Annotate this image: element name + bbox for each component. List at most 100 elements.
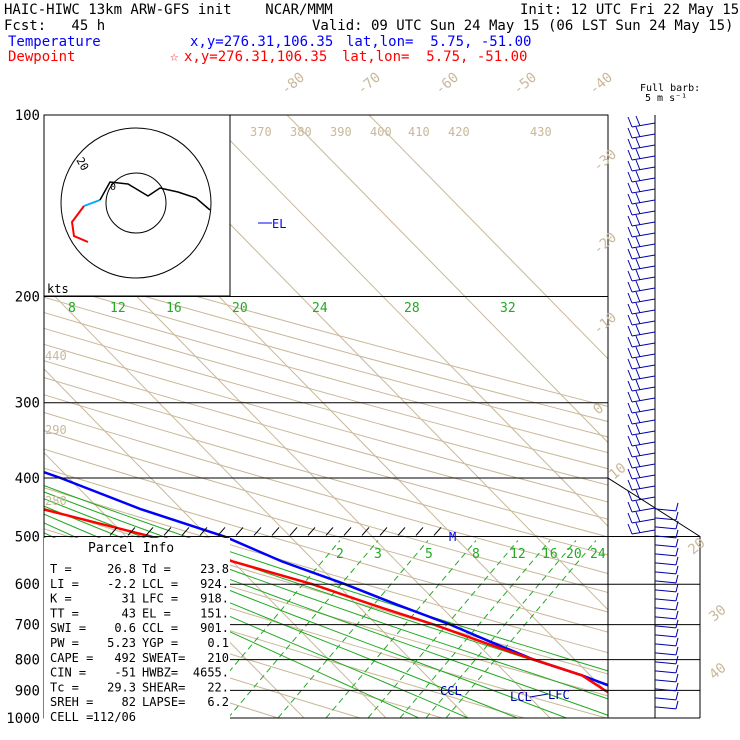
mixing-ratio-line: [445, 540, 597, 718]
plot-frame: [43, 114, 609, 719]
dry-adiabat-line: [44, 312, 608, 470]
wind-barb: [635, 478, 641, 490]
dry-adiabat-line: [44, 343, 608, 503]
wind-barb: [675, 565, 679, 575]
wind-barb: [631, 221, 656, 227]
pressure-label: 400: [15, 471, 40, 487]
parcel-value: 22.: [207, 680, 229, 694]
parcel-label: YGP =: [142, 636, 178, 650]
wind-barb: [631, 342, 656, 348]
wind-barb: [627, 457, 633, 469]
temperature-tick-label: 40: [706, 660, 729, 683]
wind-barb: [635, 456, 641, 468]
parcel-value: 151.: [200, 606, 229, 620]
wind-barb: [635, 346, 641, 358]
legend-dewpoint-star-icon: ☆: [170, 49, 179, 65]
wind-barb: [631, 254, 656, 260]
hatch-mark: [343, 527, 352, 536]
parcel-label: SHEAR=: [142, 680, 185, 694]
wind-barb: [627, 171, 633, 183]
parcel-value: 924.: [200, 577, 229, 591]
parcel-value: 29.3: [107, 680, 136, 694]
hodograph-ring-outer: [60, 127, 212, 279]
parcel-label: CELL =: [50, 710, 93, 724]
wind-barb: [631, 287, 656, 293]
theta-label: 380: [290, 125, 312, 139]
wind-barb: [631, 298, 656, 304]
wind-barb: [675, 673, 679, 683]
pressure-label: 500: [15, 529, 40, 545]
wind-barb: [631, 210, 656, 216]
wind-barb: [631, 485, 656, 491]
wind-barb: [627, 523, 633, 535]
wind-barb: [675, 664, 679, 674]
wind-barb: [627, 259, 633, 271]
wind-barb: [627, 138, 633, 150]
dry-adiabat-line: [44, 467, 608, 633]
wind-barb: [635, 159, 641, 171]
wind-barb: [675, 547, 679, 557]
dry-adiabat-line: [44, 411, 608, 575]
wind-barb: [631, 122, 656, 128]
isotherm-line: [44, 284, 469, 718]
hatch-mark: [127, 527, 136, 536]
parcel-label: K =: [50, 592, 72, 606]
wind-barb: [631, 441, 656, 447]
legend-dewpoint-label: Dewpoint: [8, 49, 76, 65]
hatch-mark: [217, 527, 226, 536]
hatch-mark: [271, 527, 280, 536]
parcel-value: 26.8: [107, 562, 136, 576]
parcel-value: -2.2: [107, 577, 136, 591]
parcel-label: CIN =: [50, 666, 86, 680]
wind-barb: [635, 423, 641, 435]
theta-label: 370: [250, 125, 272, 139]
wind-barb: [631, 144, 656, 150]
temperature-tick-label: 30: [706, 602, 729, 625]
hatch-mark: [163, 527, 172, 536]
theta-e-label: 28: [404, 301, 420, 316]
mixing-ratio-line: [277, 540, 429, 718]
isotherm-line: [204, 115, 608, 527]
hodograph-ring-inner: [105, 172, 167, 234]
wind-barb: [627, 116, 633, 128]
wind-barb: [631, 353, 656, 359]
wind-barb: [627, 127, 633, 139]
parcel-label: LI =: [50, 577, 79, 591]
hodograph-ring-label: 20: [73, 155, 91, 173]
wind-barb: [631, 364, 656, 370]
wind-barb: [627, 347, 633, 359]
m-annotation: M: [449, 530, 456, 544]
wind-barb: [631, 463, 656, 469]
hodograph-origin-label: 0: [110, 182, 116, 193]
wind-barb: [627, 336, 633, 348]
wind-barb: [627, 468, 633, 480]
temperature-tick-label: -10: [590, 310, 620, 339]
temperature-tick-label: -40: [586, 70, 616, 99]
hatch-mark: [307, 527, 316, 536]
wind-barb: [654, 643, 677, 647]
parcel-label: EL =: [142, 606, 171, 620]
pressure-label: 600: [15, 577, 40, 593]
mixing-ratio-line: [189, 540, 341, 718]
wind-barb: [675, 538, 679, 548]
wind-barb: [675, 529, 679, 539]
wind-barb: [654, 670, 677, 674]
legend-temperature-xy: x,y=276.31,106.35: [190, 34, 334, 50]
wind-barb: [631, 177, 656, 183]
wind-barb: [631, 507, 656, 513]
theta-label: 410: [408, 125, 430, 139]
wind-barb: [654, 625, 677, 629]
mixing-ratio-label: 8: [472, 547, 480, 562]
wind-barb: [635, 511, 641, 523]
temperature-tick-label: -20: [590, 230, 620, 259]
hatch-mark: [325, 527, 334, 536]
wind-barb: [627, 424, 633, 436]
wind-barb: [627, 512, 633, 524]
wind-barb: [675, 637, 679, 647]
wind-barb: [627, 446, 633, 458]
wind-barb: [627, 215, 633, 227]
parcel-label: PW =: [50, 636, 79, 650]
wind-barb: [635, 203, 641, 215]
lfc-tick: [529, 693, 549, 698]
